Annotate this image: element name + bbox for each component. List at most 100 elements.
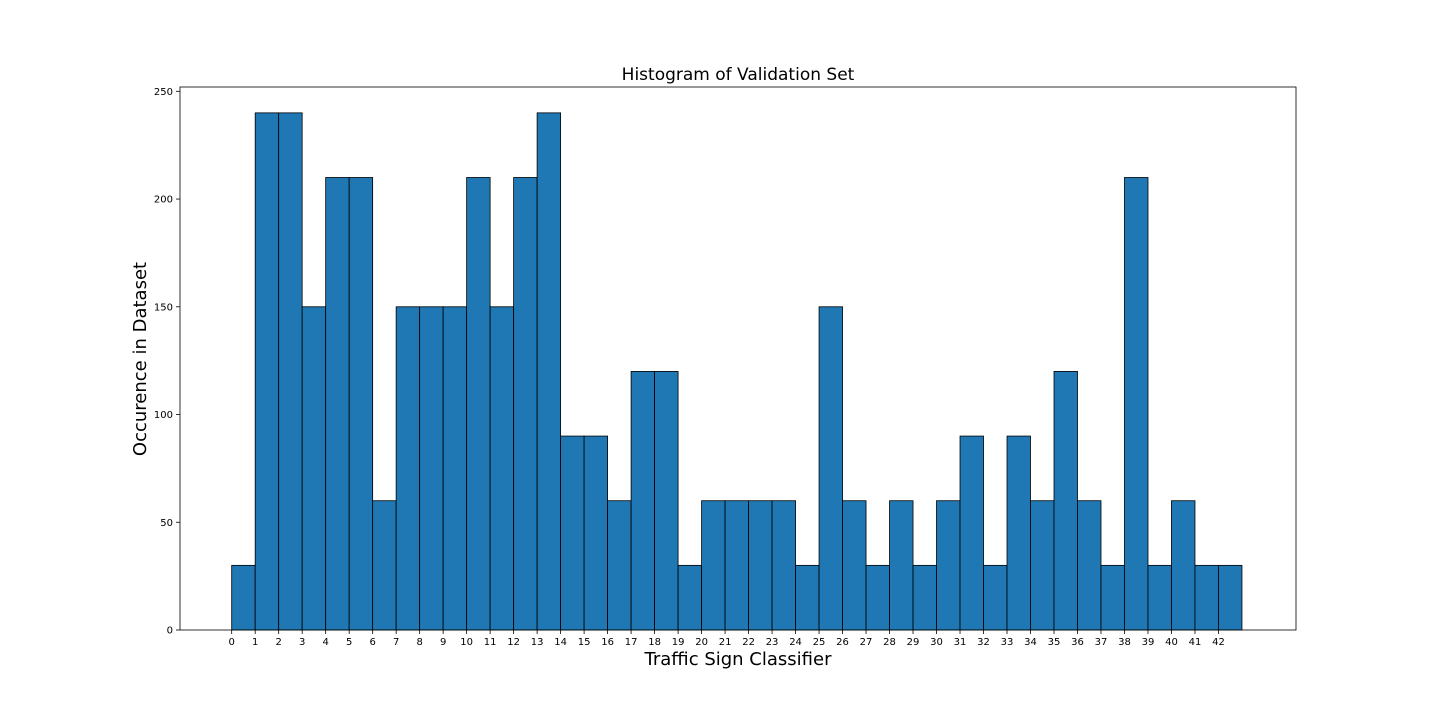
x-tick-label: 1 <box>252 637 258 648</box>
x-tick-label: 38 <box>1118 637 1131 648</box>
x-tick-label: 24 <box>789 637 802 648</box>
x-tick-label: 42 <box>1212 637 1225 648</box>
bar-12 <box>513 177 538 631</box>
x-tick-label: 17 <box>625 637 638 648</box>
chart-title: Histogram of Validation Set <box>622 65 855 85</box>
x-tick-label: 35 <box>1048 637 1061 648</box>
x-tick-label: 16 <box>601 637 614 648</box>
y-tick-label: 250 <box>154 87 173 98</box>
x-tick-label: 33 <box>1001 637 1014 648</box>
bar-39 <box>1147 564 1172 631</box>
bar-7 <box>395 306 421 631</box>
x-tick-label: 8 <box>416 637 422 648</box>
bar-31 <box>959 435 984 631</box>
bar-36 <box>1077 500 1102 631</box>
x-tick-label: 30 <box>930 637 943 648</box>
bar-34 <box>1030 500 1055 631</box>
bar-9 <box>442 306 468 631</box>
bar-24 <box>795 564 820 631</box>
x-tick-label: 37 <box>1095 637 1108 648</box>
x-tick-label: 36 <box>1071 637 1084 648</box>
x-tick-label: 21 <box>719 637 732 648</box>
axes-layer <box>179 86 1297 631</box>
bar-33 <box>1006 435 1031 631</box>
x-axis-label: Traffic Sign Classifier <box>644 649 833 670</box>
x-tick-label: 39 <box>1142 637 1155 648</box>
bar-15 <box>583 435 609 631</box>
y-tick-label: 50 <box>160 518 173 529</box>
x-tick-label: 0 <box>229 637 235 648</box>
bar-0 <box>231 564 256 631</box>
bar-40 <box>1171 500 1196 631</box>
bar-19 <box>677 564 702 631</box>
bar-6 <box>372 500 397 631</box>
x-tick-label: 34 <box>1024 637 1037 648</box>
bar-21 <box>724 500 749 631</box>
y-tick-label: 200 <box>154 195 173 206</box>
x-tick-label: 28 <box>883 637 896 648</box>
bar-32 <box>983 564 1008 631</box>
x-tick-label: 14 <box>554 637 567 648</box>
bar-38 <box>1124 177 1149 631</box>
x-tick-label: 13 <box>531 637 544 648</box>
x-tick-label: 10 <box>460 637 473 648</box>
x-tick-label: 27 <box>860 637 873 648</box>
x-tick-label: 11 <box>484 637 497 648</box>
bar-2 <box>278 112 303 631</box>
bar-1 <box>254 112 280 631</box>
x-tick-label: 7 <box>393 637 399 648</box>
bar-16 <box>607 500 632 631</box>
bar-14 <box>560 435 585 631</box>
bar-8 <box>419 306 444 631</box>
bar-42 <box>1218 564 1243 631</box>
y-tick-label: 150 <box>154 302 173 313</box>
bar-13 <box>536 112 562 631</box>
bar-17 <box>630 371 655 631</box>
x-tick-label: 3 <box>299 637 305 648</box>
bar-3 <box>301 306 327 631</box>
x-tick-label: 9 <box>440 637 446 648</box>
y-tick-label: 0 <box>167 626 173 637</box>
x-tick-label: 22 <box>742 637 755 648</box>
plot-frame <box>179 86 1297 631</box>
bar-5 <box>348 177 374 631</box>
bar-26 <box>842 500 867 631</box>
bar-37 <box>1100 564 1125 631</box>
y-ticks-layer: 0 50 100 150 200 250 <box>154 87 180 637</box>
bar-18 <box>654 371 679 631</box>
x-tick-label: 6 <box>369 637 375 648</box>
x-tick-label: 23 <box>766 637 779 648</box>
bar-4 <box>325 177 350 631</box>
x-tick-label: 19 <box>672 637 685 648</box>
bar-29 <box>912 564 937 631</box>
x-tick-label: 31 <box>954 637 967 648</box>
bar-20 <box>701 500 726 631</box>
bar-28 <box>889 500 914 631</box>
bar-11 <box>489 306 515 631</box>
x-ticks-layer: 0 1 2 3 4 5 6 7 8 9 10 11 12 13 14 15 16 17 18 19 20 21 22 23 24… <box>229 630 1225 648</box>
bar-10 <box>466 177 491 631</box>
x-tick-label: 26 <box>836 637 849 648</box>
y-axis-label: Occurence in Dataset <box>130 262 151 456</box>
bars-layer <box>231 112 1243 631</box>
bar-30 <box>936 500 961 631</box>
x-tick-label: 5 <box>346 637 352 648</box>
bar-41 <box>1194 564 1219 631</box>
x-tick-label: 12 <box>507 637 520 648</box>
x-tick-label: 2 <box>275 637 281 648</box>
bar-22 <box>748 500 773 631</box>
x-tick-label: 29 <box>907 637 920 648</box>
bar-35 <box>1053 371 1078 631</box>
x-tick-label: 20 <box>695 637 708 648</box>
y-tick-label: 100 <box>154 410 173 421</box>
x-tick-label: 18 <box>648 637 661 648</box>
bar-25 <box>818 306 843 631</box>
x-tick-label: 40 <box>1165 637 1178 648</box>
x-tick-label: 4 <box>322 637 328 648</box>
x-tick-label: 25 <box>813 637 826 648</box>
bar-23 <box>771 500 796 631</box>
x-tick-label: 32 <box>977 637 990 648</box>
bar-27 <box>865 564 890 631</box>
